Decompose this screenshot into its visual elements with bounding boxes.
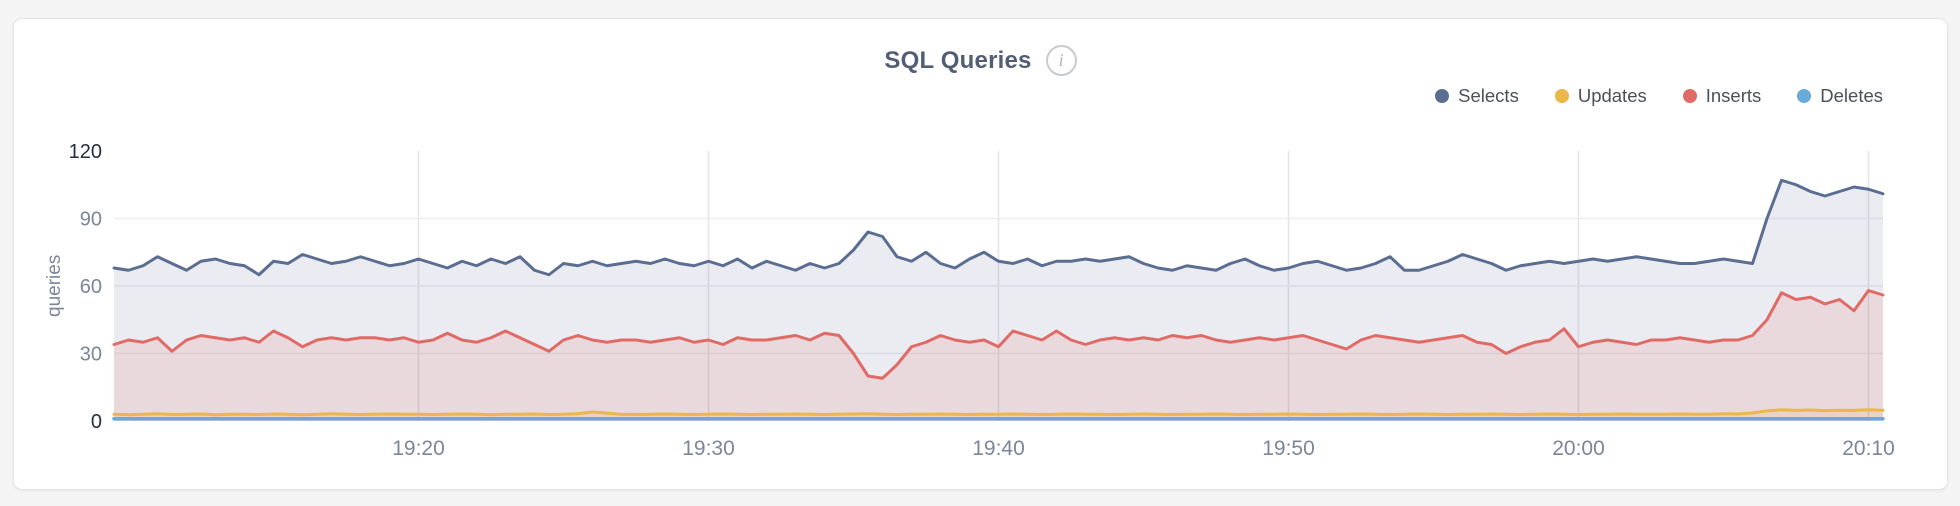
x-tick-label-19:30: 19:30 [682, 437, 735, 460]
y-tick-label-0: 0 [91, 411, 102, 433]
chart-title: SQL Queries [884, 46, 1032, 74]
legend-label-selects: Selects [1458, 85, 1519, 106]
legend-dot-inserts [1682, 89, 1697, 103]
legend-item-inserts[interactable]: Inserts [1682, 85, 1762, 107]
sql-queries-chart: 0 30 60 90 120 19:20 19:30 19:40 19:50 20:00 20:10 [69, 141, 1895, 460]
y-tick-label-120: 120 [69, 141, 102, 163]
legend-dot-selects [1435, 89, 1450, 103]
legend-label-deletes: Deletes [1820, 85, 1883, 106]
legend-dot-deletes [1797, 89, 1812, 103]
inserts-area [114, 290, 1883, 421]
updates-line [112, 408, 1885, 417]
x-tick-label-19:40: 19:40 [972, 437, 1025, 460]
y-tick-label-90: 90 [80, 209, 102, 231]
x-tick-label-19:20: 19:20 [392, 437, 445, 460]
selects-area [114, 180, 1883, 421]
legend-label-updates: Updates [1577, 85, 1647, 106]
info-icon[interactable]: i [1045, 45, 1077, 76]
chart-panel: SQL Queries i Selects Updates Inserts Delet… [13, 18, 1948, 490]
legend-dot-updates [1554, 89, 1569, 103]
x-tick-label-20:10: 20:10 [1842, 437, 1895, 460]
legend-label-inserts: Inserts [1705, 85, 1762, 106]
inserts-line [112, 289, 1885, 380]
y-tick-label-60: 60 [80, 276, 102, 298]
selects-line [112, 178, 1885, 277]
legend-item-deletes[interactable]: Deletes [1797, 85, 1883, 107]
panel-header: SQL Queries i [14, 45, 1947, 76]
x-tick-label-19:50: 19:50 [1262, 437, 1315, 460]
legend-item-selects[interactable]: Selects [1435, 85, 1519, 107]
y-tick-label-30: 30 [80, 344, 102, 366]
chart-legend: Selects Updates Inserts Deletes [1435, 85, 1883, 107]
x-tick-label-20:00: 20:00 [1552, 437, 1605, 460]
legend-item-updates[interactable]: Updates [1554, 85, 1647, 107]
